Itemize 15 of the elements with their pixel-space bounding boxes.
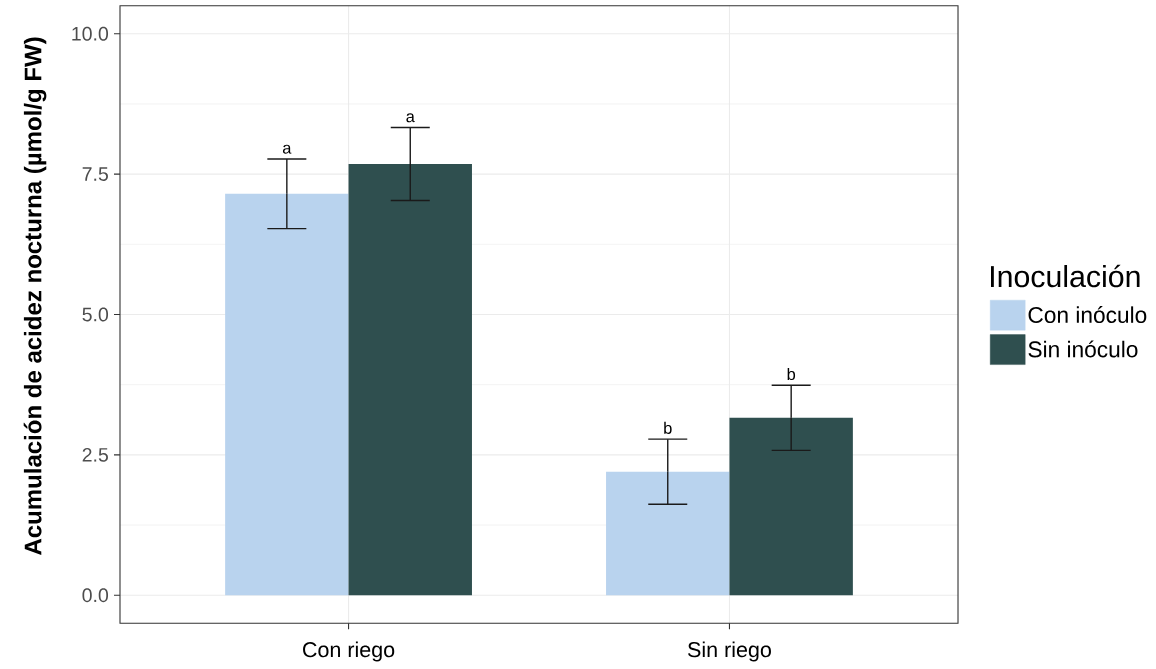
y-tick-label: 2.5 <box>82 447 108 462</box>
legend-label: Con inóculo <box>1028 306 1147 324</box>
y-tick-label: 10.0 <box>72 26 109 41</box>
annotation: a <box>282 144 292 154</box>
y-tick-label: 0.0 <box>82 588 109 603</box>
legend-label: Sin inóculo <box>1028 340 1138 358</box>
y-tick-label: 5.0 <box>82 307 109 322</box>
x-tick-label: Con riego <box>303 641 395 662</box>
annotation: b <box>664 421 672 434</box>
legend-title: Inoculación <box>991 264 1140 288</box>
y-axis-title: Acumulación de acidez nocturna (µmol/g FW) <box>23 37 47 555</box>
y-tick-label: 7.5 <box>82 167 108 181</box>
annotation: b <box>787 367 796 381</box>
x-tick-label: Sin riego <box>688 641 771 662</box>
annotation: a <box>406 113 415 123</box>
